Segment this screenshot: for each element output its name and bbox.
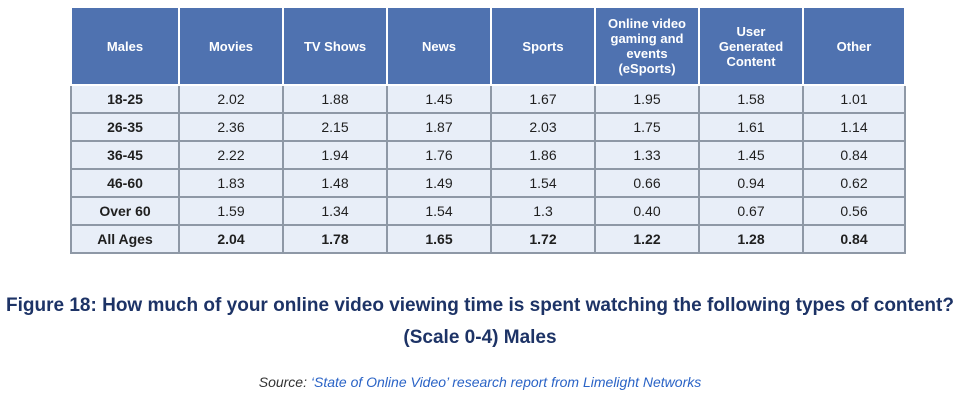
table-cell: 0.66 [594,168,700,198]
figure-caption-line2: (Scale 0-4) Males [403,327,557,348]
table-cell: 0.94 [698,168,804,198]
row-label: 46-60 [70,168,180,198]
figure-caption: Figure 18: How much of your online video… [0,290,960,354]
table-row: 18-25 2.02 1.88 1.45 1.67 1.95 1.58 1.01 [70,84,906,114]
table-cell: 2.36 [178,112,284,142]
table-cell: 0.40 [594,196,700,226]
table-row: Over 60 1.59 1.34 1.54 1.3 0.40 0.67 0.56 [70,196,906,226]
column-header-tv-shows: TV Shows [282,6,388,86]
table-cell: 1.86 [490,140,596,170]
table-row: 46-60 1.83 1.48 1.49 1.54 0.66 0.94 0.62 [70,168,906,198]
table-cell: 1.54 [386,196,492,226]
column-header-user-generated: User Generated Content [698,6,804,86]
table-cell: 1.87 [386,112,492,142]
table-cell: 1.3 [490,196,596,226]
column-header-movies: Movies [178,6,284,86]
table-cell: 1.58 [698,84,804,114]
row-label: 36-45 [70,140,180,170]
table-cell: 1.33 [594,140,700,170]
table-row: All Ages 2.04 1.78 1.65 1.72 1.22 1.28 0.84 [70,224,906,254]
source-link: ‘State of Online Video’ research report … [310,374,702,390]
column-header-esports: Online video gaming and events (eSports) [594,6,700,86]
table-cell: 1.76 [386,140,492,170]
table-cell: 0.84 [802,140,906,170]
table-cell: 1.95 [594,84,700,114]
column-header-males: Males [70,6,180,86]
table-cell: 0.84 [802,224,906,254]
table-cell: 1.45 [698,140,804,170]
row-label: Over 60 [70,196,180,226]
source-note: Source: ‘State of Online Video’ research… [0,374,960,390]
row-label: All Ages [70,224,180,254]
data-table: Males Movies TV Shows News Sports Online… [70,6,906,254]
table-cell: 0.67 [698,196,804,226]
table-cell: 1.45 [386,84,492,114]
table-cell: 1.48 [282,168,388,198]
table-cell: 1.49 [386,168,492,198]
table-cell: 1.78 [282,224,388,254]
row-label: 26-35 [70,112,180,142]
table-cell: 1.94 [282,140,388,170]
table-cell: 2.04 [178,224,284,254]
table-cell: 1.88 [282,84,388,114]
column-header-sports: Sports [490,6,596,86]
table-cell: 1.01 [802,84,906,114]
table-cell: 1.28 [698,224,804,254]
table-cell: 0.56 [802,196,906,226]
table-cell: 2.02 [178,84,284,114]
table-cell: 2.15 [282,112,388,142]
column-header-news: News [386,6,492,86]
row-label: 18-25 [70,84,180,114]
table-cell: 2.22 [178,140,284,170]
table-cell: 1.72 [490,224,596,254]
table-cell: 1.59 [178,196,284,226]
table-cell: 1.22 [594,224,700,254]
figure-caption-line1: Figure 18: How much of your online video… [6,295,954,316]
source-prefix: Source: [258,374,307,390]
table-cell: 1.34 [282,196,388,226]
table-cell: 1.14 [802,112,906,142]
header-row: Males Movies TV Shows News Sports Online… [70,6,906,86]
table-cell: 1.75 [594,112,700,142]
column-header-other: Other [802,6,906,86]
table-cell: 1.54 [490,168,596,198]
table-body: 18-25 2.02 1.88 1.45 1.67 1.95 1.58 1.01 26-35 2.… [70,84,906,254]
table-cell: 1.83 [178,168,284,198]
table-row: 26-35 2.36 2.15 1.87 2.03 1.75 1.61 1.14 [70,112,906,142]
table-row: 36-45 2.22 1.94 1.76 1.86 1.33 1.45 0.84 [70,140,906,170]
table-cell: 1.67 [490,84,596,114]
table-cell: 2.03 [490,112,596,142]
table-cell: 1.61 [698,112,804,142]
table-cell: 1.65 [386,224,492,254]
data-table-container: Males Movies TV Shows News Sports Online… [70,6,906,254]
table-cell: 0.62 [802,168,906,198]
